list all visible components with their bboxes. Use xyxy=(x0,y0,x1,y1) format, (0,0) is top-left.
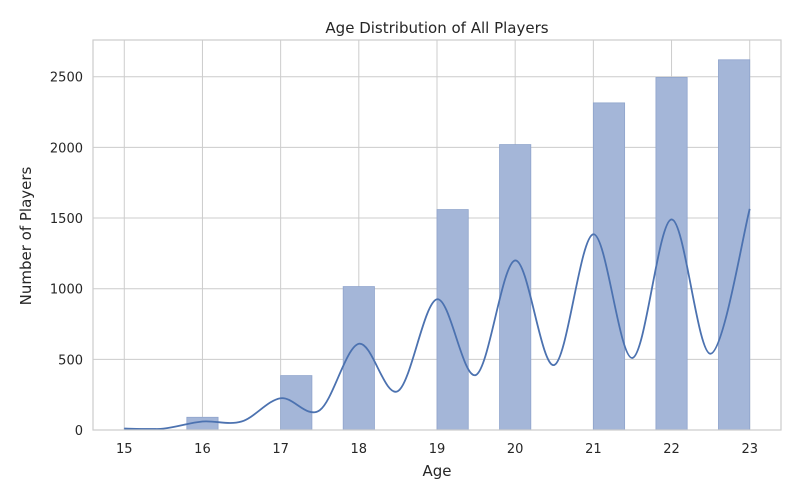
histogram-bar-5 xyxy=(499,144,532,431)
y-tick-label: 500 xyxy=(58,353,83,368)
x-tick-label: 22 xyxy=(663,442,680,457)
x-tick-label: 18 xyxy=(351,442,368,457)
histogram-bar-2 xyxy=(280,375,313,431)
x-axis-label: Age xyxy=(422,462,451,480)
frame-layer xyxy=(92,39,782,431)
x-tick-label: 20 xyxy=(507,442,524,457)
axes-frame xyxy=(92,39,782,431)
y-tick-label: 2000 xyxy=(50,141,83,156)
tick-layer: 15 16 17 18 19 20 21 22 23 0 500 1000 1500 2000 2500 xyxy=(50,71,758,457)
histogram-bar-8 xyxy=(718,59,751,431)
y-tick-label: 0 xyxy=(75,424,83,439)
histogram-bar-3 xyxy=(342,286,375,431)
y-tick-label: 2500 xyxy=(50,71,83,86)
y-tick-label: 1500 xyxy=(50,212,83,227)
x-tick-label: 23 xyxy=(741,442,758,457)
x-tick-label: 16 xyxy=(194,442,211,457)
histogram-bar-4 xyxy=(436,209,469,431)
chart-title: Age Distribution of All Players xyxy=(325,19,548,37)
kde-layer xyxy=(124,208,751,431)
x-tick-label: 21 xyxy=(585,442,602,457)
kde-curve xyxy=(124,208,751,431)
histogram-bar-6 xyxy=(592,102,626,431)
x-tick-label: 17 xyxy=(272,442,289,457)
y-axis-label: Number of Players xyxy=(17,166,35,305)
histogram-bar-7 xyxy=(655,77,688,431)
bar-layer xyxy=(123,59,751,431)
y-tick-label: 1000 xyxy=(50,283,83,298)
x-tick-label: 15 xyxy=(116,442,133,457)
x-tick-label: 19 xyxy=(429,442,446,457)
